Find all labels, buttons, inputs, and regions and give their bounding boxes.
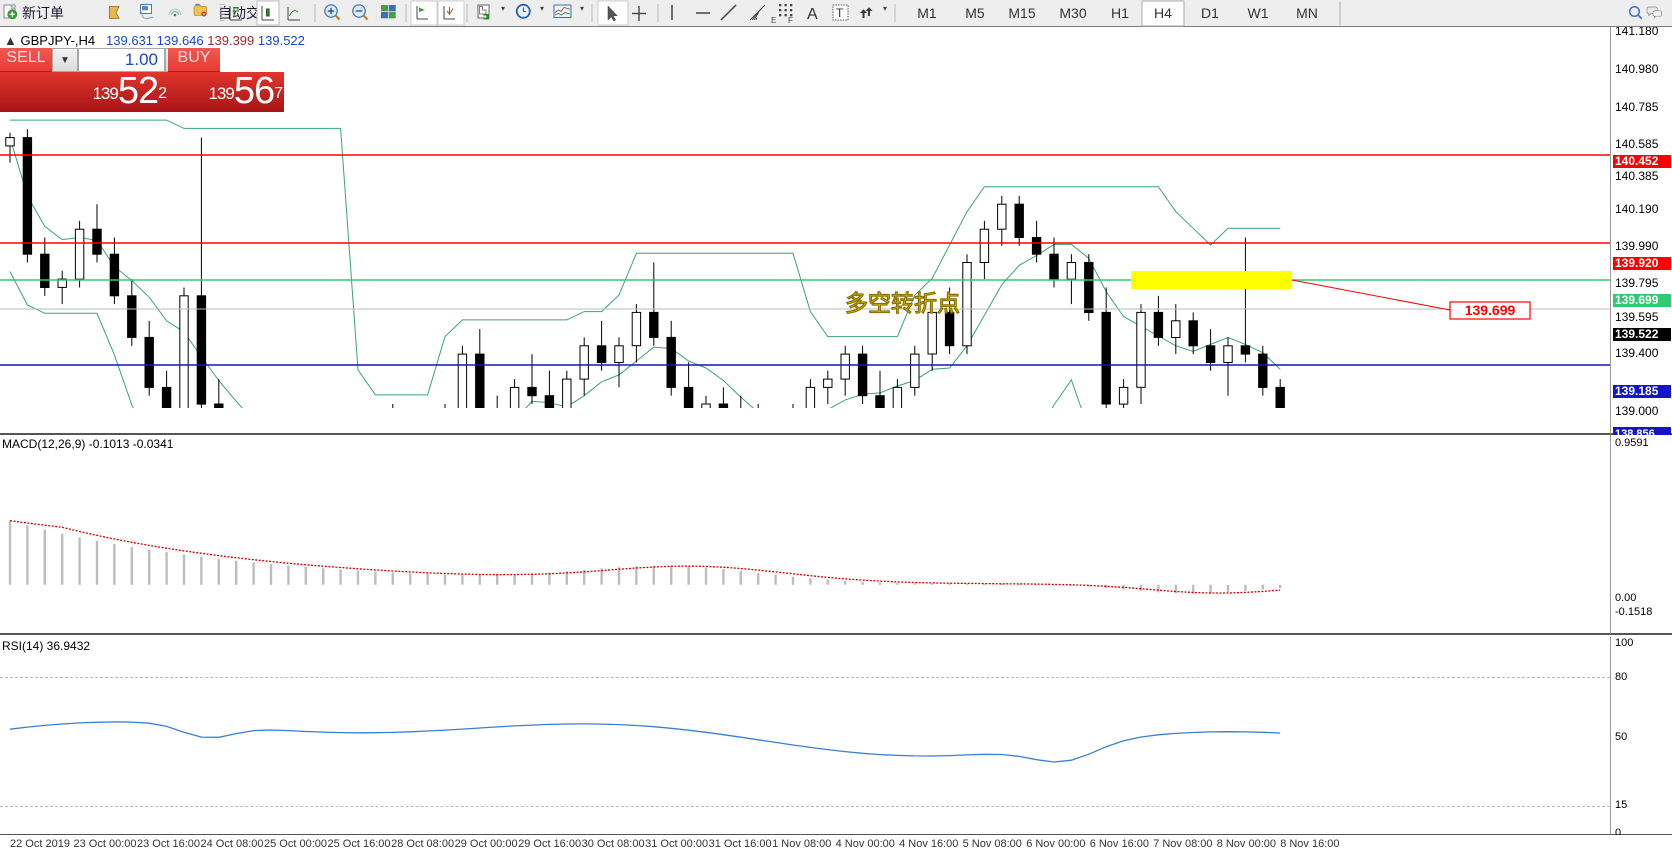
svg-text:139.185: 139.185	[1615, 384, 1659, 398]
svg-text:30 Oct 08:00: 30 Oct 08:00	[582, 838, 645, 850]
svg-text:29 Oct 00:00: 29 Oct 00:00	[455, 838, 518, 850]
svg-text:多空转折点: 多空转折点	[845, 290, 960, 316]
svg-text:5 Nov 08:00: 5 Nov 08:00	[963, 838, 1022, 850]
svg-text:4 Nov 16:00: 4 Nov 16:00	[899, 838, 958, 850]
svg-text:W1: W1	[1248, 5, 1269, 21]
svg-text:25 Oct 16:00: 25 Oct 16:00	[328, 838, 391, 850]
svg-text:1 Nov 08:00: 1 Nov 08:00	[772, 838, 831, 850]
svg-text:139.920: 139.920	[1615, 256, 1659, 270]
svg-text:141.180: 141.180	[1615, 27, 1659, 38]
svg-text:23 Oct 16:00: 23 Oct 16:00	[137, 838, 200, 850]
svg-text:31 Oct 00:00: 31 Oct 00:00	[645, 838, 708, 850]
svg-text:139.595: 139.595	[1615, 310, 1659, 324]
svg-text:8 Nov 16:00: 8 Nov 16:00	[1280, 838, 1339, 850]
svg-text:MN: MN	[1296, 5, 1318, 21]
svg-text:H1: H1	[1111, 5, 1129, 21]
svg-text:25 Oct 00:00: 25 Oct 00:00	[264, 838, 327, 850]
svg-text:29 Oct 16:00: 29 Oct 16:00	[518, 838, 581, 850]
svg-text:140.585: 140.585	[1615, 137, 1659, 151]
svg-text:139.400: 139.400	[1615, 346, 1659, 360]
svg-text:7 Nov 08:00: 7 Nov 08:00	[1153, 838, 1212, 850]
svg-text:138.856: 138.856	[1615, 428, 1655, 435]
svg-text:23 Oct 00:00: 23 Oct 00:00	[74, 838, 137, 850]
svg-text:140.785: 140.785	[1615, 100, 1659, 114]
svg-text:139.000: 139.000	[1615, 404, 1659, 418]
svg-text:139.795: 139.795	[1615, 276, 1659, 290]
svg-text:M5: M5	[965, 5, 985, 21]
svg-text:139.990: 139.990	[1615, 239, 1659, 253]
svg-text:139.699: 139.699	[1615, 293, 1659, 307]
svg-text:4 Nov 00:00: 4 Nov 00:00	[836, 838, 895, 850]
svg-text:140.452: 140.452	[1615, 154, 1659, 168]
svg-text:6 Nov 00:00: 6 Nov 00:00	[1026, 838, 1085, 850]
svg-text:139.699: 139.699	[1465, 302, 1516, 318]
svg-text:H4: H4	[1154, 5, 1172, 21]
svg-text:M15: M15	[1008, 5, 1035, 21]
svg-text:140.190: 140.190	[1615, 202, 1659, 216]
svg-text:6 Nov 16:00: 6 Nov 16:00	[1090, 838, 1149, 850]
svg-text:M1: M1	[917, 5, 937, 21]
svg-text:22 Oct 2019: 22 Oct 2019	[10, 838, 70, 850]
svg-text:28 Oct 08:00: 28 Oct 08:00	[391, 838, 454, 850]
svg-text:8 Nov 00:00: 8 Nov 00:00	[1217, 838, 1276, 850]
svg-text:M30: M30	[1059, 5, 1086, 21]
svg-text:D1: D1	[1201, 5, 1219, 21]
svg-text:24 Oct 08:00: 24 Oct 08:00	[201, 838, 264, 850]
svg-text:31 Oct 16:00: 31 Oct 16:00	[709, 838, 772, 850]
svg-text:140.980: 140.980	[1615, 62, 1659, 76]
svg-text:140.385: 140.385	[1615, 169, 1659, 183]
svg-text:139.522: 139.522	[1615, 327, 1659, 341]
